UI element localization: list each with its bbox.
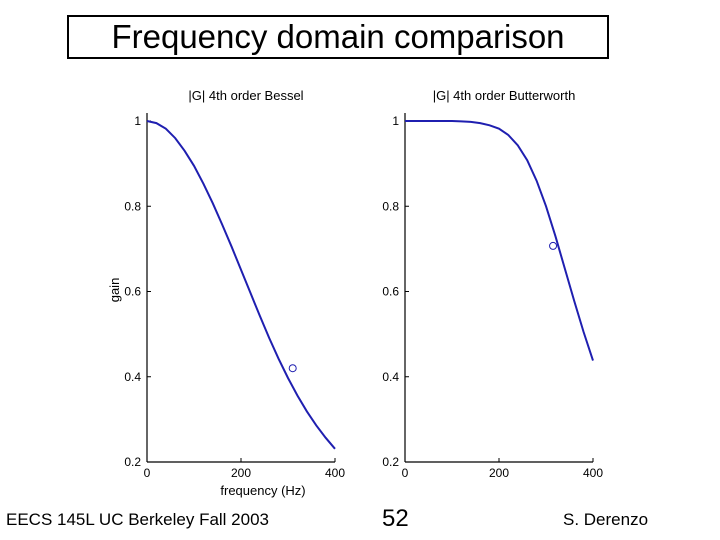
butterworth-marker — [549, 241, 558, 250]
butterworth-x-tick-label: 400 — [583, 466, 603, 480]
bessel-marker — [288, 364, 297, 373]
page-number: 52 — [382, 505, 409, 532]
bessel-x-tick-label: 0 — [144, 466, 151, 480]
bessel-x-axis-label: frequency (Hz) — [220, 483, 305, 498]
butterworth-y-tick-label: 1 — [392, 114, 399, 128]
butterworth-chart-title: |G| 4th order Butterworth — [433, 88, 576, 103]
butterworth-x-tick-label: 200 — [489, 466, 509, 480]
butterworth-y-tick-label: 0.2 — [382, 455, 399, 469]
butterworth-x-tick-label: 0 — [402, 466, 409, 480]
bessel-y-axis-label: gain — [107, 278, 122, 303]
slide-title: Frequency domain comparison — [67, 15, 609, 59]
bessel-y-tick-label: 1 — [134, 114, 141, 128]
butterworth-series-line — [405, 120, 594, 361]
butterworth-y-tick-label: 0.6 — [382, 285, 399, 299]
bessel-y-tick-label: 0.4 — [124, 370, 141, 384]
bessel-x-tick-label: 400 — [325, 466, 345, 480]
footer-author: S. Derenzo — [563, 510, 649, 529]
bessel-y-tick-label: 0.6 — [124, 285, 141, 299]
bessel-series-line — [146, 120, 336, 450]
butterworth-y-tick-label: 0.4 — [382, 370, 399, 384]
bessel-y-tick-label: 0.8 — [124, 199, 141, 213]
bessel-x-tick-label: 200 — [231, 466, 251, 480]
bessel-y-tick-label: 0.2 — [124, 455, 141, 469]
bessel-chart-title: |G| 4th order Bessel — [188, 88, 303, 103]
footer-course: EECS 145L UC Berkeley Fall 2003 — [6, 510, 270, 529]
butterworth-y-tick-label: 0.8 — [382, 199, 399, 213]
